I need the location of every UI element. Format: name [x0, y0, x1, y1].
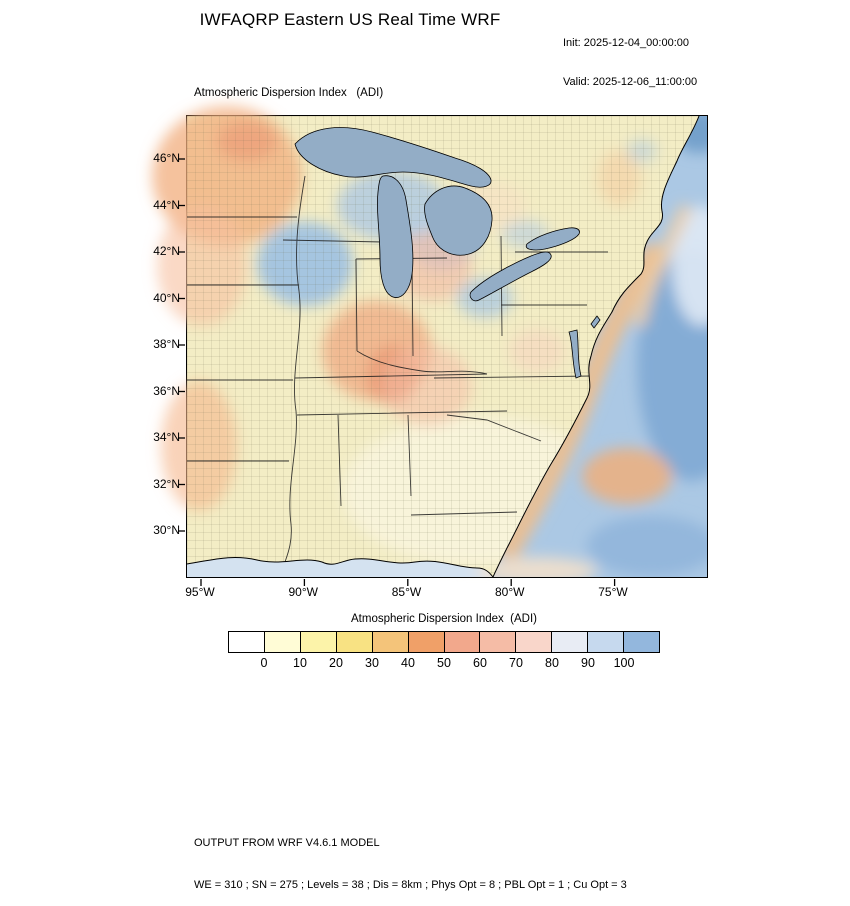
lat-tick-label: 30°N [153, 523, 180, 537]
colorbar-cell [551, 631, 589, 653]
lake-michigan [377, 175, 414, 298]
colorbar-tick-label: 30 [365, 656, 379, 670]
colorbar-cell [228, 631, 265, 653]
delaware-bay [590, 315, 601, 329]
map-panel-title: Atmospheric Dispersion Index (ADI) [194, 87, 384, 99]
lake-superior [294, 127, 492, 188]
colorbar-tick-label: 50 [437, 656, 451, 670]
init-valid-block: Init: 2025-12-04_00:00:00 Valid: 2025-12… [563, 11, 697, 102]
lat-tick-label: 44°N [153, 197, 180, 212]
lon-tick-label: 75°W [598, 585, 628, 599]
colorbar-tick-label: 0 [260, 656, 268, 670]
colorbar-tick-labels: 0 10 20 30 40 50 60 70 80 90 100 [228, 656, 660, 672]
lon-tick-label: 95°W [185, 585, 215, 599]
colorbar-tick-label: 10 [293, 656, 307, 670]
colorbar-cell [335, 631, 373, 653]
lat-axis-labels: 46°N 44°N 42°N 40°N 38°N 36°N 34°N 32°N 30°N [136, 151, 180, 537]
lat-tick-label: 46°N [153, 151, 180, 165]
colorbar-cell [443, 631, 481, 653]
lake-ontario [525, 227, 580, 251]
colorbar-cell [263, 631, 301, 653]
colorbar-tick-label: 70 [509, 656, 523, 670]
colorbar-tick-label: 40 [401, 656, 415, 670]
colorbar-cell [623, 631, 661, 653]
lat-tick-label: 36°N [153, 383, 180, 398]
lon-tick-label: 90°W [288, 585, 318, 599]
state-borders [187, 175, 608, 566]
colorbar-cell [587, 631, 625, 653]
colorbar-cell [407, 631, 445, 653]
lat-tick-label: 40°N [153, 290, 180, 305]
colorbar [228, 631, 661, 653]
lake-huron [424, 185, 493, 256]
lat-tick-label: 42°N [153, 244, 180, 258]
colorbar-title: Atmospheric Dispersion Index (ADI) [351, 613, 537, 625]
lat-tick-label: 32°N [153, 476, 180, 491]
lake-erie [469, 251, 552, 302]
gulf-coastline [186, 556, 494, 578]
chesapeake-bay [568, 329, 582, 379]
footer-block: OUTPUT FROM WRF V4.6.1 MODEL WE = 310 ; … [194, 808, 627, 906]
lat-tick-label: 38°N [153, 337, 180, 351]
colorbar-tick-label: 90 [581, 656, 595, 670]
colorbar-cell [371, 631, 409, 653]
lon-axis-labels: 95°W 90°W 85°W 80°W 75°W [180, 585, 633, 599]
colorbar-tick-label: 20 [329, 656, 343, 670]
lon-tick-label: 85°W [391, 585, 422, 599]
init-time: Init: 2025-12-04_00:00:00 [563, 37, 689, 49]
colorbar-cell [515, 631, 553, 653]
lat-tick-label: 34°N [153, 430, 180, 444]
atlantic-coastline [492, 115, 700, 578]
gulf-of-mexico [187, 557, 493, 577]
valid-time: Valid: 2025-12-06_11:00:00 [563, 76, 698, 88]
lon-tick-label: 80°W [495, 585, 525, 599]
colorbar-tick-label: 80 [545, 656, 559, 670]
colorbar-cell [479, 631, 517, 653]
axis-ticks [178, 158, 616, 586]
colorbar-cell [299, 631, 337, 653]
plot-title: IWFAQRP Eastern US Real Time WRF [199, 10, 501, 29]
colorbar-tick-label: 60 [473, 656, 487, 670]
adi-map-canvas [152, 106, 707, 586]
footer-model-line: OUTPUT FROM WRF V4.6.1 MODEL [194, 837, 380, 849]
great-lakes [294, 127, 601, 379]
footer-config-line: WE = 310 ; SN = 275 ; Levels = 38 ; Dis … [194, 879, 627, 891]
colorbar-tick-label: 100 [613, 656, 635, 670]
wrf-map [152, 106, 708, 586]
